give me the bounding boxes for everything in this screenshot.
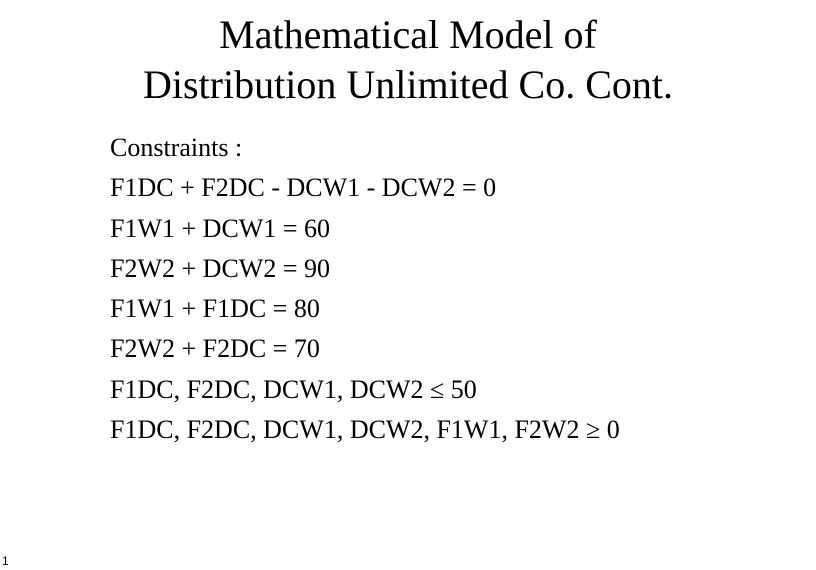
constraints-block: Constraints : F1DC + F2DC - DCW1 - DCW2 …: [0, 110, 816, 450]
title-line-2: Distribution Unlimited Co. Cont.: [0, 60, 816, 110]
constraints-heading: Constraints :: [110, 128, 816, 168]
title-line-1: Mathematical Model of: [0, 10, 816, 60]
constraint-line: F1W1 + F1DC = 80: [110, 289, 816, 329]
constraint-line: F2W2 + F2DC = 70: [110, 329, 816, 369]
constraint-line: F2W2 + DCW2 = 90: [110, 249, 816, 289]
constraint-line: F1DC + F2DC - DCW1 - DCW2 = 0: [110, 168, 816, 208]
slide: Mathematical Model of Distribution Unlim…: [0, 0, 816, 570]
constraint-line: F1DC, F2DC, DCW1, DCW2, F1W1, F2W2 ≥ 0: [110, 410, 816, 450]
constraint-line: F1DC, F2DC, DCW1, DCW2 ≤ 50: [110, 370, 816, 410]
page-number: 1: [2, 554, 9, 568]
constraint-line: F1W1 + DCW1 = 60: [110, 209, 816, 249]
slide-title: Mathematical Model of Distribution Unlim…: [0, 0, 816, 110]
